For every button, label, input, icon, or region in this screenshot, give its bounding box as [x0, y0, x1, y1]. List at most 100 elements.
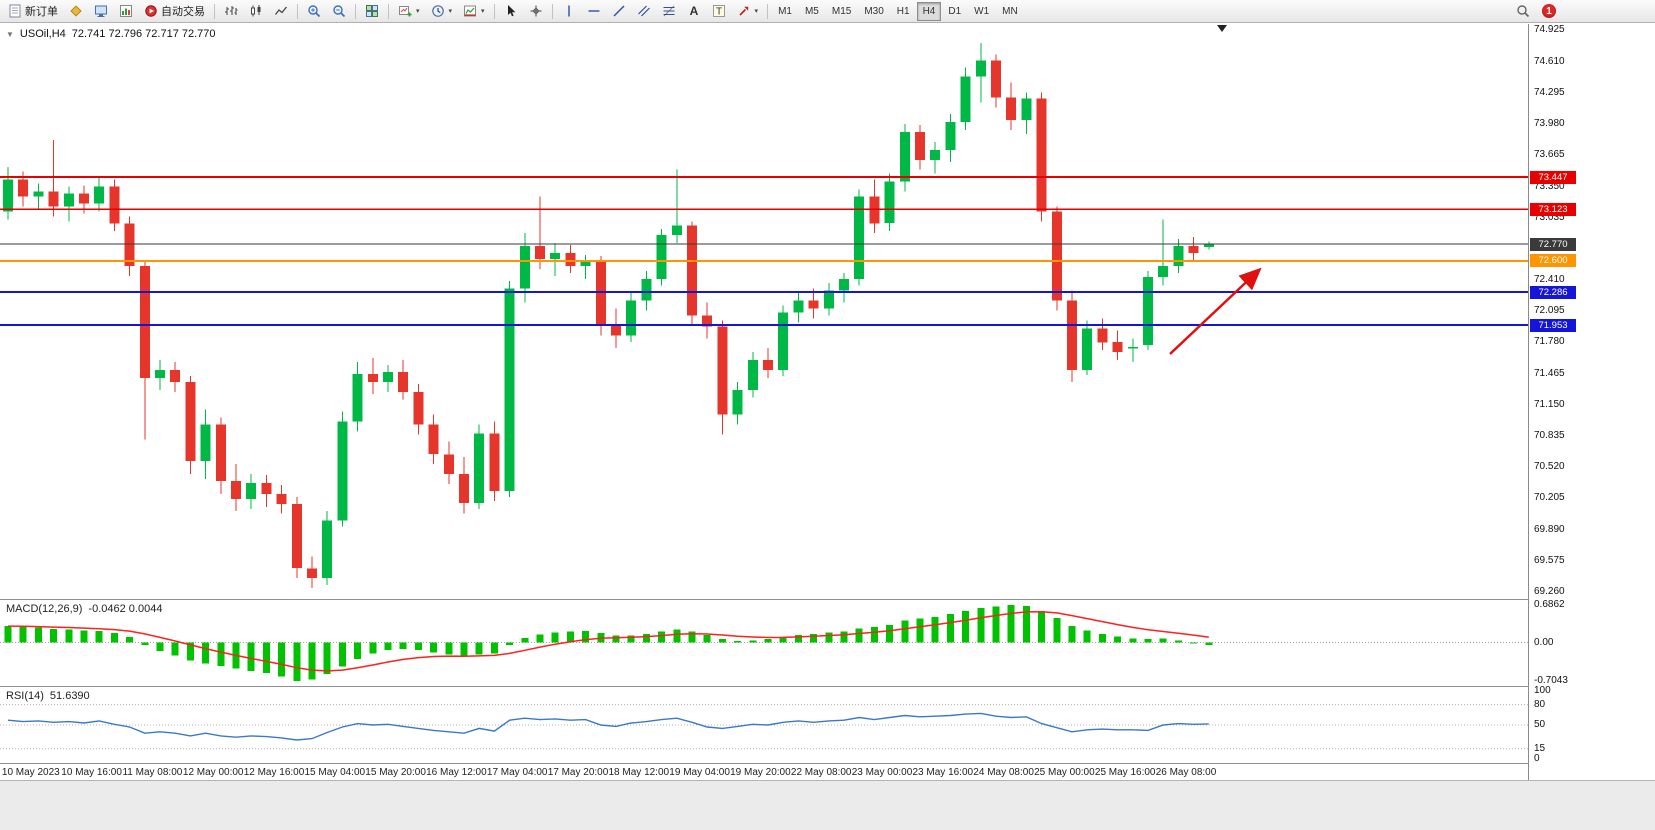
candle-body	[1143, 276, 1153, 346]
cursor-button[interactable]	[499, 1, 523, 22]
candle-body	[899, 132, 910, 182]
candle-body	[717, 326, 728, 415]
timeframe-h1-button[interactable]: H1	[896, 5, 910, 17]
search-icon	[1517, 5, 1530, 18]
search-button[interactable]	[1511, 1, 1535, 22]
candles-chart-type-button[interactable]	[244, 1, 268, 22]
panel-splitter[interactable]	[0, 599, 1655, 600]
profiles-button[interactable]: ▾	[426, 1, 458, 22]
equidistant-channel-button[interactable]	[632, 1, 656, 22]
notification-badge[interactable]: 1	[1542, 4, 1556, 18]
price-tag: 72.600	[1530, 254, 1576, 268]
trendline-button[interactable]	[607, 1, 631, 22]
timeframe-h4-button[interactable]: H4	[916, 1, 942, 21]
time-axis-label: 17 May 20:00	[547, 767, 609, 778]
text-label-button[interactable]: T	[707, 1, 731, 22]
main-chart-canvas[interactable]	[0, 24, 1528, 599]
time-axis-label: 10 May 2023	[1, 767, 60, 778]
fibonacci-button[interactable]	[657, 1, 681, 22]
time-axis-label: 23 May 00:00	[851, 767, 913, 778]
market-icon-button[interactable]	[64, 1, 88, 22]
tile-windows-button[interactable]	[360, 1, 384, 22]
candle-body	[63, 193, 74, 207]
bars-chart-type-button[interactable]	[219, 1, 243, 22]
candle-body	[732, 389, 743, 415]
trend-arrow-object[interactable]	[1169, 267, 1262, 355]
macd-panel[interactable]	[0, 600, 1528, 686]
timeframe-m1-button[interactable]: M1	[778, 5, 792, 17]
panel-splitter[interactable]	[0, 763, 1655, 764]
new-order-button[interactable]: 新订单	[3, 1, 63, 22]
timeframe-w1-button[interactable]: W1	[974, 5, 990, 17]
candle-body	[489, 433, 500, 491]
timeframe-m5-button[interactable]: M5	[804, 5, 819, 17]
candle-body	[337, 421, 348, 521]
timeframe-m15-button[interactable]: M15	[831, 5, 852, 17]
macd-histogram-bar	[354, 642, 362, 659]
zoom-in-button[interactable]	[302, 1, 326, 22]
arrows-button[interactable]: ▾	[732, 1, 764, 22]
candle-body	[443, 454, 454, 475]
timeframe-m30-button[interactable]: M30	[864, 5, 884, 17]
panel-splitter[interactable]	[0, 686, 1655, 687]
candle-body	[383, 372, 393, 382]
macd-histogram-bar	[1174, 640, 1182, 643]
timeframe-d1-button[interactable]: D1	[948, 5, 962, 17]
macd-histogram-bar	[1129, 638, 1137, 643]
terminal-icon-button[interactable]	[89, 1, 113, 22]
zoom-out-button[interactable]	[327, 1, 351, 22]
macd-histogram-bar	[430, 642, 438, 653]
price-axis-label: 69.890	[1534, 523, 1565, 535]
timeframe-mn-button[interactable]: MN	[1002, 5, 1018, 17]
toolbar-separator	[355, 3, 356, 19]
text-button[interactable]: A	[682, 1, 706, 22]
macd-histogram-bar	[855, 628, 863, 643]
macd-histogram-bar	[460, 642, 468, 657]
candle-body	[261, 483, 272, 494]
line-chart-type-button[interactable]	[269, 1, 293, 22]
macd-histogram-bar	[278, 642, 286, 677]
candle-body	[778, 312, 789, 370]
macd-axis-label: 0.00	[1534, 636, 1554, 648]
macd-histogram-bar	[931, 616, 939, 643]
candle-body	[915, 132, 925, 160]
candle-body	[535, 246, 545, 259]
macd-histogram-bar	[323, 642, 331, 675]
macd-histogram-bar	[627, 635, 635, 643]
price-axis[interactable]: 74.925 74.610 74.295 73.980 73.665 73.350 73.0…	[1528, 24, 1655, 780]
candle-body	[246, 483, 257, 499]
toolbar-separator	[767, 3, 769, 19]
macd-histogram-bar	[642, 633, 650, 643]
crosshair-button[interactable]	[524, 1, 548, 22]
chart-window-icon-button[interactable]	[114, 1, 138, 22]
rsi-panel[interactable]	[0, 687, 1528, 763]
macd-histogram-bar	[50, 628, 58, 643]
candle-body	[352, 374, 363, 422]
time-axis-label: 26 May 08:00	[1155, 767, 1217, 778]
indicators-button[interactable]: ▾	[458, 1, 490, 22]
rsi-label: RSI(14) 51.6390	[6, 690, 90, 702]
autotrading-button[interactable]: 自动交易	[139, 1, 210, 22]
candle-body	[1006, 97, 1017, 121]
price-axis-label: 69.575	[1534, 554, 1565, 566]
macd-histogram-bar	[977, 608, 985, 643]
candle-body	[823, 290, 834, 309]
zoomin-icon	[308, 5, 321, 18]
time-axis-label: 24 May 08:00	[973, 767, 1034, 778]
macd-histogram-bar	[810, 633, 818, 643]
macd-histogram-bar	[4, 626, 12, 643]
horizontal-line-button[interactable]	[582, 1, 606, 22]
candle-body	[398, 372, 409, 392]
price-axis-label: 72.095	[1534, 305, 1565, 316]
macd-histogram-bar	[1114, 636, 1122, 643]
macd-histogram-bar	[551, 632, 559, 643]
macd-histogram-bar	[673, 629, 681, 643]
chevron-down-icon[interactable]: ▼	[6, 29, 14, 39]
time-axis[interactable]: 10 May 2023 10 May 16:00 11 May 08:00 12 Ma…	[0, 764, 1528, 780]
price-axis-label: 74.610	[1534, 55, 1565, 67]
chart-shift-marker[interactable]	[1217, 25, 1227, 32]
record-icon	[145, 5, 157, 17]
candle-body	[139, 265, 150, 378]
vertical-line-button[interactable]	[557, 1, 581, 22]
new-chart-button[interactable]: ▾	[393, 1, 425, 22]
